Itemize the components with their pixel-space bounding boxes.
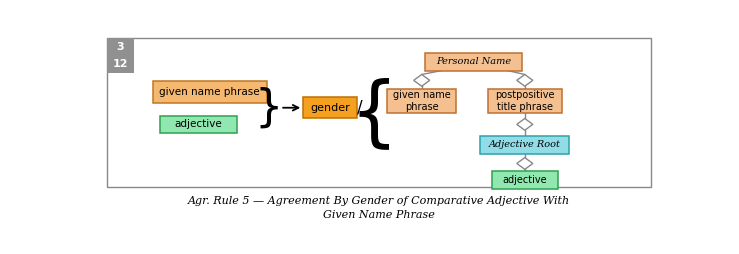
Text: 12: 12	[112, 59, 128, 69]
FancyBboxPatch shape	[387, 89, 456, 113]
Polygon shape	[517, 74, 533, 86]
FancyBboxPatch shape	[106, 38, 651, 187]
FancyBboxPatch shape	[303, 97, 357, 118]
Text: {: {	[350, 77, 398, 152]
FancyBboxPatch shape	[160, 116, 237, 133]
FancyBboxPatch shape	[425, 53, 522, 71]
FancyBboxPatch shape	[488, 89, 562, 113]
Polygon shape	[517, 118, 533, 130]
Text: Adjective Root: Adjective Root	[488, 140, 561, 149]
FancyBboxPatch shape	[480, 136, 569, 154]
FancyBboxPatch shape	[106, 56, 134, 73]
Text: postpositive
title phrase: postpositive title phrase	[495, 90, 554, 112]
Text: given name
phrase: given name phrase	[393, 90, 451, 112]
Text: Given Name Phrase: Given Name Phrase	[323, 210, 435, 220]
Text: }: }	[255, 86, 283, 129]
Text: Personal Name: Personal Name	[436, 57, 511, 66]
Text: 3: 3	[117, 42, 124, 52]
Text: given name phrase: given name phrase	[160, 87, 260, 97]
Text: Agr. Rule 5 — Agreement By Gender of Comparative Adjective With: Agr. Rule 5 — Agreement By Gender of Com…	[188, 196, 570, 206]
Text: /: /	[357, 99, 363, 117]
FancyBboxPatch shape	[152, 81, 267, 103]
FancyBboxPatch shape	[492, 171, 558, 189]
Text: adjective: adjective	[174, 119, 222, 129]
Text: adjective: adjective	[503, 175, 547, 185]
FancyBboxPatch shape	[106, 38, 134, 56]
Polygon shape	[414, 74, 429, 86]
Text: gender: gender	[310, 103, 350, 113]
Polygon shape	[517, 157, 533, 169]
